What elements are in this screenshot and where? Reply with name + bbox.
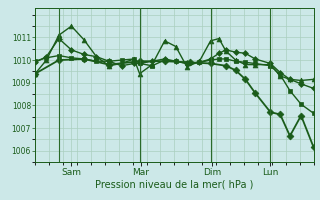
X-axis label: Pression niveau de la mer( hPa ): Pression niveau de la mer( hPa ) [95, 179, 253, 189]
